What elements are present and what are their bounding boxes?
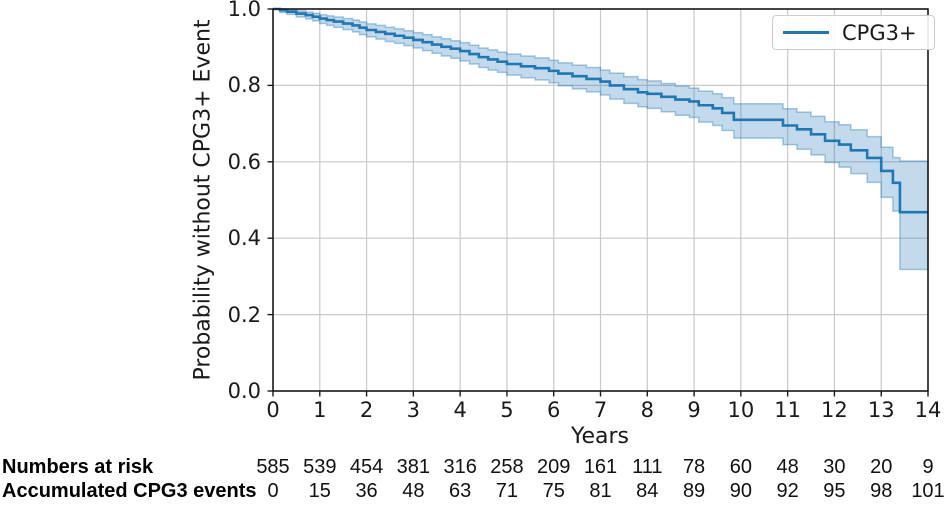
risk-value: 81 xyxy=(589,480,612,502)
x-tick-label: 6 xyxy=(547,398,561,422)
x-tick-label: 1 xyxy=(313,398,327,422)
risk-value: 381 xyxy=(396,456,431,478)
risk-value: 209 xyxy=(537,456,571,478)
x-tick-label: 3 xyxy=(406,398,421,422)
x-tick-label: 5 xyxy=(500,398,514,422)
x-tick-label: 8 xyxy=(640,398,654,422)
legend-line-sample-icon xyxy=(783,31,829,34)
risk-value: 84 xyxy=(636,480,659,502)
x-tick-label: 11 xyxy=(774,398,802,422)
y-tick-label: 0.6 xyxy=(227,149,261,174)
survival-curve xyxy=(273,7,928,214)
x-tick-label: 2 xyxy=(359,398,374,422)
risk-value: 95 xyxy=(823,480,846,502)
risk-value: 454 xyxy=(349,456,384,478)
risk-value: 89 xyxy=(682,480,706,502)
risk-value: 30 xyxy=(823,456,846,478)
risk-value: 78 xyxy=(682,456,706,478)
risk-value: 20 xyxy=(870,456,893,478)
numbers-at-risk-label: Numbers at risk xyxy=(2,456,154,478)
numbers-at-risk-row: Numbers at risk 585 539 454 381 316 258 209 161… xyxy=(0,455,949,479)
x-tick-label: 0 xyxy=(266,398,280,422)
y-tick-label: 0.0 xyxy=(227,379,261,403)
risk-value: 316 xyxy=(443,456,477,478)
x-tick-label: 14 xyxy=(914,398,942,422)
risk-value: 60 xyxy=(729,456,752,478)
y-tick-label: 0.8 xyxy=(227,73,261,98)
legend: CPG3+ xyxy=(772,15,935,50)
legend-series-label: CPG3+ xyxy=(842,20,917,45)
risk-value: 36 xyxy=(355,480,378,502)
y-tick-label: 0.4 xyxy=(227,226,261,251)
risk-value: 48 xyxy=(402,480,425,502)
risk-value: 15 xyxy=(308,480,331,502)
risk-value: 111 xyxy=(632,456,663,478)
risk-value: 92 xyxy=(776,480,799,502)
x-tick-label: 10 xyxy=(727,398,755,422)
risk-value: 75 xyxy=(542,480,565,502)
y-tick-label: 0.2 xyxy=(227,302,261,327)
accumulated-events-label: Accumulated CPG3 events xyxy=(2,480,257,502)
risk-value: 98 xyxy=(870,480,893,502)
risk-value: 90 xyxy=(729,480,752,502)
risk-value: 48 xyxy=(776,456,799,478)
x-tick-label: 12 xyxy=(821,398,848,422)
x-axis-label: Years xyxy=(570,424,630,449)
risk-value: 101 xyxy=(911,480,945,502)
y-tick-label: 1.0 xyxy=(227,0,261,21)
x-tick-label: 4 xyxy=(453,398,467,422)
y-axis-label: Probability without CPG3+ Event xyxy=(190,19,216,381)
risk-value: 9 xyxy=(922,456,934,478)
risk-value: 258 xyxy=(490,456,524,478)
x-tick-label: 13 xyxy=(867,398,895,422)
accumulated-events-row: Accumulated CPG3 events 0 15 36 48 63 71 75 81 8… xyxy=(0,479,949,503)
risk-value: 585 xyxy=(256,456,290,478)
risk-value: 0 xyxy=(267,480,279,502)
x-tick-label: 7 xyxy=(593,398,608,422)
km-plot-area xyxy=(267,7,929,397)
risk-value: 63 xyxy=(449,480,472,502)
risk-value: 71 xyxy=(495,480,519,502)
risk-value: 539 xyxy=(303,456,337,478)
risk-value: 161 xyxy=(583,456,618,478)
x-tick-label: 9 xyxy=(687,398,701,422)
